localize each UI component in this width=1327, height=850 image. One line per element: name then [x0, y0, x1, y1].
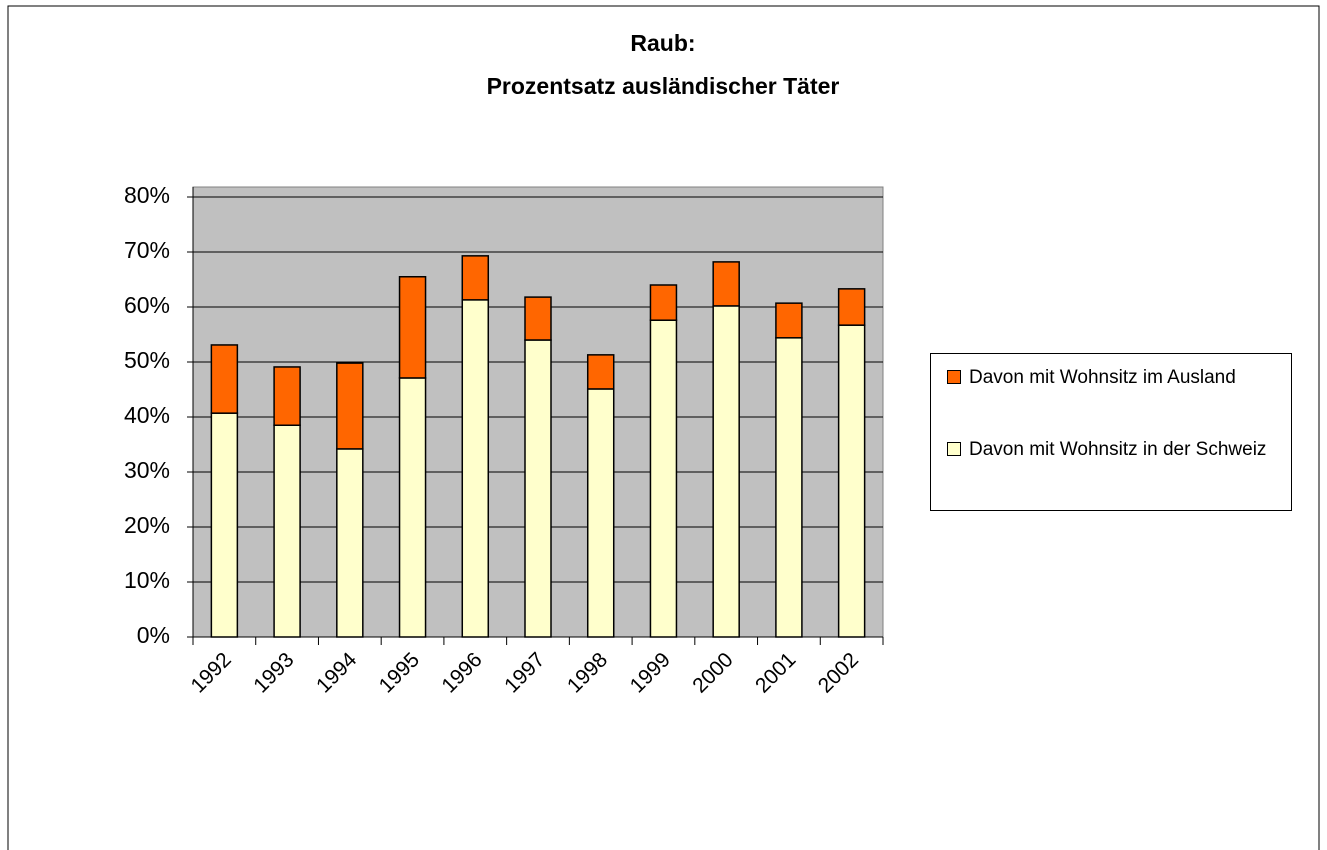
legend-swatch — [947, 442, 961, 456]
chart-title: Prozentsatz ausländischer Täter — [487, 73, 840, 99]
bar-segment — [586, 388, 615, 638]
x-tick-label: 1995 — [375, 648, 424, 697]
y-tick-label: 0% — [137, 622, 170, 648]
bar-segment — [461, 299, 490, 638]
bar-segment — [837, 324, 866, 638]
y-tick-label: 10% — [124, 567, 170, 593]
bar-segment — [837, 288, 866, 326]
legend-entry: Davon mit Wohnsitz im Ausland — [947, 366, 1287, 389]
x-tick-label: 1999 — [626, 648, 675, 697]
bar-segment — [210, 412, 239, 638]
bar-segment — [336, 362, 364, 450]
x-tick-label: 1992 — [187, 648, 236, 697]
bar-segment — [524, 339, 552, 638]
y-tick-label: 80% — [124, 182, 170, 208]
x-tick-label: 1996 — [437, 648, 486, 697]
bar-segment — [524, 296, 552, 341]
y-tick-label: 50% — [124, 347, 170, 373]
x-tick-label: 1993 — [249, 648, 298, 697]
bar-segment — [461, 255, 490, 301]
bar-segment — [586, 354, 615, 390]
chart-frame — [7, 5, 1320, 850]
x-tick-label: 2002 — [814, 648, 863, 697]
x-tick-label: 1997 — [500, 648, 549, 697]
legend-entry: Davon mit Wohnsitz in der Schweiz — [947, 438, 1287, 461]
legend-label: Davon mit Wohnsitz in der Schweiz — [969, 439, 1267, 460]
bar-segment — [649, 319, 678, 638]
x-tick-label: 1994 — [312, 648, 362, 698]
x-tick-label: 2000 — [688, 648, 737, 697]
bar-segment — [273, 424, 301, 638]
bar-segment — [398, 377, 427, 638]
chart-title: Raub: — [630, 30, 695, 56]
bar-segment — [210, 344, 239, 414]
bar-segment — [712, 261, 740, 307]
bar-segment — [775, 302, 803, 339]
legend-swatch — [947, 370, 961, 384]
bar-segment — [775, 337, 803, 638]
bar-segment — [336, 448, 364, 638]
bar-segment — [649, 284, 678, 321]
y-tick-label: 70% — [124, 237, 170, 263]
y-tick-label: 60% — [124, 292, 170, 318]
y-tick-label: 30% — [124, 457, 170, 483]
y-tick-label: 20% — [124, 512, 170, 538]
bar-segment — [398, 276, 427, 379]
bar-segment — [273, 366, 301, 427]
x-tick-label: 1998 — [563, 648, 612, 697]
legend-label: Davon mit Wohnsitz im Ausland — [969, 367, 1236, 388]
y-tick-label: 40% — [124, 402, 170, 428]
legend: Davon mit Wohnsitz im Ausland Davon mit W… — [930, 353, 1292, 511]
bar-segment — [712, 305, 740, 638]
x-tick-label: 2001 — [751, 648, 800, 697]
